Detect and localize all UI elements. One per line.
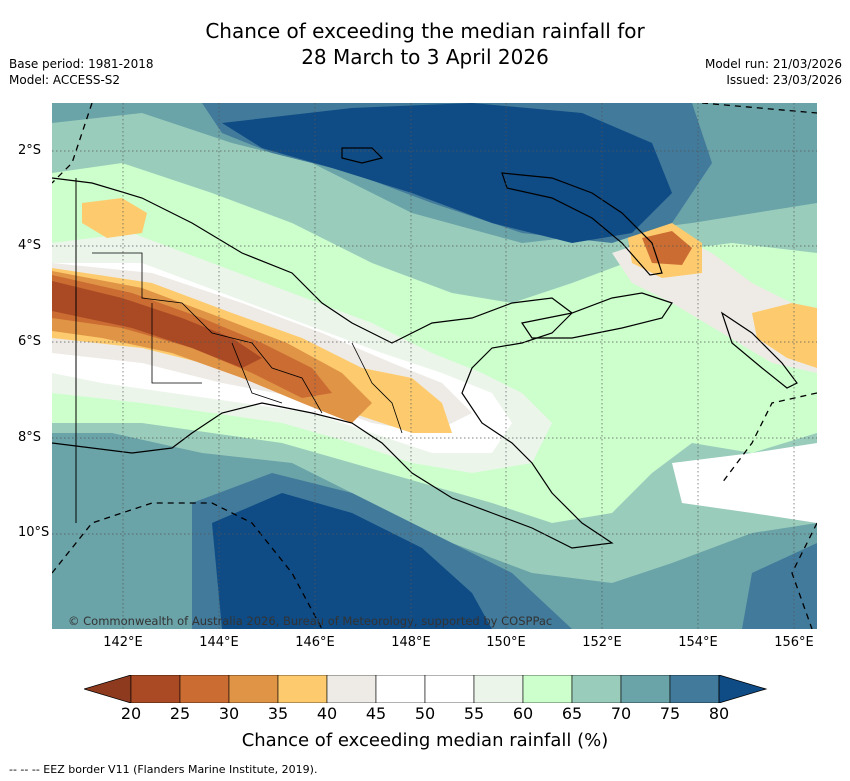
lon-label: 150°E — [486, 635, 526, 650]
coastline-new-ireland — [501, 172, 663, 276]
contour-20-25 — [52, 281, 262, 368]
model-run: Model run: 21/03/2026 — [704, 57, 842, 71]
lat-label: 2°S — [18, 143, 42, 158]
colorbar-tick: 20 — [120, 704, 142, 723]
rainfall-map[interactable] — [52, 103, 817, 629]
contour-35-40-nw — [82, 198, 147, 238]
colorbar-tick: 55 — [463, 704, 485, 723]
lon-label: 148°E — [391, 635, 431, 650]
lon-label: 152°E — [582, 635, 622, 650]
title-line-1: Chance of exceeding the median rainfall … — [205, 19, 645, 43]
colorbar-swatch — [228, 675, 279, 703]
map-credit: © Commonwealth of Australia 2026, Bureau… — [68, 614, 553, 628]
colorbar-tick: 45 — [365, 704, 387, 723]
colorbar-over-arrow — [718, 675, 768, 703]
colorbar-swatch — [375, 675, 426, 703]
meta-right: Model run: 21/03/2026 Issued: 23/03/2026 — [705, 56, 842, 88]
coastline-new-guinea — [52, 177, 614, 549]
eez-note: -- -- -- EEZ border V11 (Flanders Marine… — [9, 763, 318, 776]
colorbar-tick: 40 — [316, 704, 338, 723]
colorbar-tick: 50 — [414, 704, 436, 723]
contour-25-30-ne — [642, 231, 692, 265]
coastline-bougainville — [720, 311, 798, 389]
colorbar-tick: 30 — [218, 704, 240, 723]
colorbar-tick: 75 — [659, 704, 681, 723]
contour-75-80-se — [742, 543, 817, 629]
colorbar-tick: 25 — [169, 704, 191, 723]
contour-35-40-e — [752, 303, 817, 368]
model-name: Model: ACCESS-S2 — [9, 73, 121, 87]
lon-label: 156°E — [774, 635, 814, 650]
colorbar-swatch — [620, 675, 671, 703]
colorbar-swatch — [522, 675, 573, 703]
colorbar-swatch — [326, 675, 377, 703]
colorbar-swatch — [473, 675, 524, 703]
colorbar-swatch — [571, 675, 622, 703]
issued-date: Issued: 23/03/2026 — [726, 73, 842, 87]
base-period: Base period: 1981-2018 — [9, 57, 154, 71]
graticule — [52, 103, 817, 629]
colorbar-tick: 60 — [512, 704, 534, 723]
colorbar-tick: 65 — [561, 704, 583, 723]
colorbar-title: Chance of exceeding median rainfall (%) — [241, 730, 609, 751]
lat-label: 8°S — [18, 430, 42, 445]
colorbar-swatch — [179, 675, 230, 703]
coastline-new-britain — [521, 292, 673, 339]
colorbar — [84, 675, 768, 703]
colorbar-under-arrow — [84, 675, 132, 703]
map-title: Chance of exceeding the median rainfall … — [0, 18, 850, 70]
lon-label: 142°E — [103, 635, 143, 650]
title-line-2: 28 March to 3 April 2026 — [301, 45, 549, 69]
colorbar-tick: 35 — [267, 704, 289, 723]
colorbar-swatch — [130, 675, 181, 703]
lon-label: 154°E — [678, 635, 718, 650]
meta-left: Base period: 1981-2018 Model: ACCESS-S2 — [9, 56, 154, 88]
colorbar-tick: 70 — [610, 704, 632, 723]
colorbar-swatch — [424, 675, 475, 703]
coastline-manus — [341, 147, 384, 164]
lat-label: 6°S — [18, 334, 42, 349]
contour-45-55-east — [672, 443, 817, 523]
colorbar-tick: 80 — [708, 704, 730, 723]
province-borders — [92, 252, 403, 434]
lat-label: 4°S — [18, 238, 42, 253]
lat-label: 10°S — [18, 525, 50, 540]
lon-label: 144°E — [199, 635, 239, 650]
eez-border — [52, 103, 817, 629]
colorbar-swatch — [277, 675, 328, 703]
contour-over-80-south — [212, 493, 492, 629]
lon-label: 146°E — [295, 635, 335, 650]
colorbar-swatch — [669, 675, 720, 703]
contour-over-80-north — [222, 103, 672, 243]
